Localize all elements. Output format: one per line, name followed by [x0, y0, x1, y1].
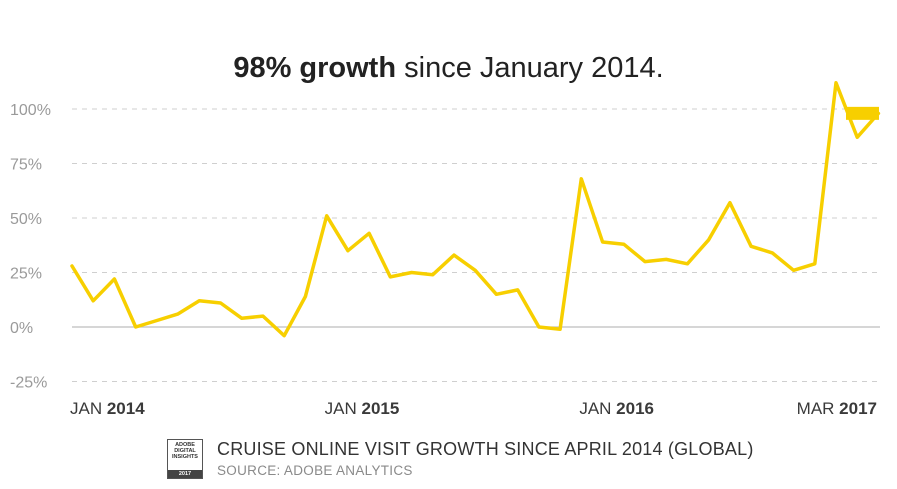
series-line: [70, 81, 881, 338]
x-tick-month: JAN: [325, 399, 362, 418]
y-tick-label: 100%: [10, 102, 51, 119]
x-tick-label: MAR 2017: [797, 399, 877, 418]
chart-source: SOURCE: ADOBE ANALYTICS: [217, 463, 413, 478]
end-value-marker: [846, 106, 879, 120]
y-tick-label: 50%: [10, 211, 42, 228]
chart-caption-title: CRUISE ONLINE VISIT GROWTH SINCE APRIL 2…: [217, 439, 754, 459]
y-tick-label: 75%: [10, 157, 42, 174]
chart-headline: 98% growth since January 2014.: [0, 52, 897, 85]
x-tick-month: JAN: [70, 399, 107, 418]
x-tick-label: JAN 2014: [70, 399, 145, 418]
x-tick-year: 2017: [839, 399, 877, 418]
x-tick-year: 2014: [107, 399, 145, 418]
series-layer: [70, 81, 881, 338]
x-tick-year: 2016: [616, 399, 654, 418]
headline-bold: 98% growth: [233, 52, 397, 84]
badge-line: ADOBE: [175, 442, 195, 448]
x-tick-label: JAN 2016: [579, 399, 654, 418]
y-tick-label: 0%: [10, 320, 33, 337]
y-axis-ticks: 100% 75% 50% 25% 0% -25%: [10, 102, 51, 392]
chart-gridlines: [72, 108, 880, 382]
badge-line: DIGITAL: [174, 448, 196, 454]
badge-year: 2017: [168, 470, 202, 478]
headline-rest: since January 2014.: [396, 52, 664, 84]
x-axis-ticks: JAN 2014 JAN 2015 JAN 2016 MAR 2017: [70, 399, 877, 418]
x-tick-month: JAN: [579, 399, 616, 418]
adobe-digital-insights-badge: ADOBE DIGITAL INSIGHTS 2017: [167, 439, 203, 479]
x-tick-label: JAN 2015: [325, 399, 400, 418]
x-tick-year: 2015: [362, 399, 400, 418]
badge-line: INSIGHTS: [172, 454, 198, 460]
y-tick-label: 25%: [10, 266, 42, 283]
x-tick-month: MAR: [797, 399, 840, 418]
y-tick-label: -25%: [10, 375, 47, 392]
